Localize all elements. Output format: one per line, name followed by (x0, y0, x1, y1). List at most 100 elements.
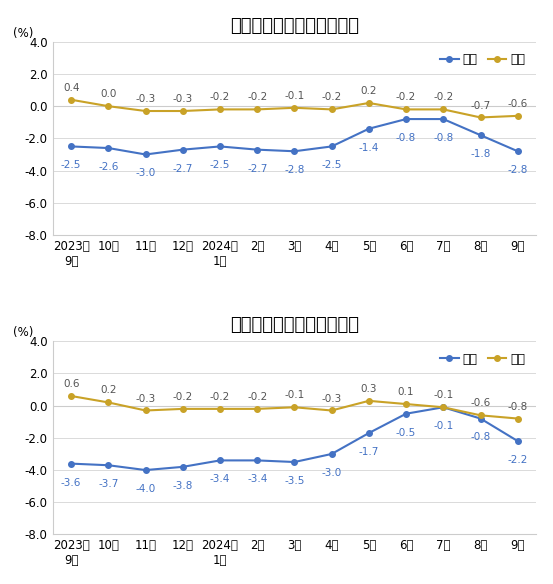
Text: 0.3: 0.3 (361, 384, 377, 394)
环比 (477, 114, 484, 121)
同比 (440, 116, 447, 123)
环比 (180, 405, 186, 412)
Text: -2.5: -2.5 (321, 161, 342, 171)
Text: -2.5: -2.5 (210, 161, 230, 171)
环比 (217, 106, 223, 113)
Text: -3.4: -3.4 (247, 474, 268, 484)
环比 (68, 96, 75, 103)
Text: -0.2: -0.2 (396, 92, 416, 102)
环比 (440, 106, 447, 113)
同比 (254, 146, 260, 153)
Text: -0.1: -0.1 (433, 390, 453, 400)
环比 (328, 407, 335, 414)
环比 (366, 397, 372, 404)
环比 (514, 112, 521, 119)
Text: 0.6: 0.6 (63, 379, 80, 389)
Title: 工业生产者出厂价格涨跌幅: 工业生产者出厂价格涨跌幅 (230, 17, 359, 34)
同比 (180, 463, 186, 470)
环比 (403, 106, 409, 113)
同比 (366, 125, 372, 132)
Text: -0.1: -0.1 (433, 421, 453, 431)
Text: -3.7: -3.7 (98, 479, 118, 489)
Line: 同比: 同比 (69, 116, 520, 157)
环比 (105, 399, 112, 406)
环比 (403, 401, 409, 408)
同比 (477, 415, 484, 422)
Text: -0.2: -0.2 (247, 92, 267, 102)
Text: -4.0: -4.0 (135, 484, 156, 494)
同比 (254, 457, 260, 464)
Text: 0.1: 0.1 (398, 387, 414, 397)
Text: -0.3: -0.3 (135, 94, 156, 104)
Text: -2.8: -2.8 (508, 165, 528, 175)
Text: -0.1: -0.1 (284, 91, 305, 101)
同比 (217, 457, 223, 464)
Text: -0.3: -0.3 (321, 394, 342, 404)
Legend: 同比, 环比: 同比, 环比 (435, 48, 530, 71)
Text: -0.1: -0.1 (284, 390, 305, 400)
Text: -0.2: -0.2 (247, 392, 267, 402)
Text: -1.8: -1.8 (471, 149, 491, 159)
Text: -0.2: -0.2 (210, 392, 230, 402)
Text: 0.2: 0.2 (100, 385, 117, 395)
环比 (328, 106, 335, 113)
Text: -3.6: -3.6 (61, 478, 81, 488)
Text: -0.2: -0.2 (210, 92, 230, 102)
同比 (366, 429, 372, 436)
同比 (514, 437, 521, 444)
同比 (514, 148, 521, 155)
Text: -0.7: -0.7 (471, 100, 491, 110)
Text: 0.0: 0.0 (100, 89, 117, 99)
环比 (217, 405, 223, 412)
Text: -3.8: -3.8 (173, 481, 193, 491)
Text: -3.0: -3.0 (321, 468, 342, 478)
同比 (477, 131, 484, 138)
环比 (440, 404, 447, 411)
Legend: 同比, 环比: 同比, 环比 (435, 347, 530, 370)
环比 (514, 415, 521, 422)
Text: -0.8: -0.8 (433, 133, 453, 143)
Y-axis label: (%): (%) (13, 326, 34, 339)
Text: 0.2: 0.2 (361, 86, 377, 96)
Text: -0.8: -0.8 (508, 402, 528, 412)
同比 (440, 404, 447, 411)
Text: -1.7: -1.7 (359, 447, 379, 457)
Text: -0.8: -0.8 (471, 432, 491, 443)
Text: -2.7: -2.7 (247, 164, 268, 173)
Text: -0.5: -0.5 (396, 427, 416, 437)
环比 (254, 106, 260, 113)
Text: -0.2: -0.2 (321, 92, 342, 102)
同比 (142, 151, 149, 158)
Text: -0.8: -0.8 (396, 133, 416, 143)
Text: 0.4: 0.4 (63, 83, 80, 93)
环比 (142, 407, 149, 414)
环比 (291, 404, 298, 411)
Text: -0.6: -0.6 (508, 99, 528, 109)
Text: -0.6: -0.6 (471, 398, 491, 408)
Line: 同比: 同比 (69, 405, 520, 473)
同比 (328, 450, 335, 457)
Text: -2.6: -2.6 (98, 162, 118, 172)
环比 (142, 107, 149, 114)
Text: -3.0: -3.0 (135, 168, 156, 178)
环比 (254, 405, 260, 412)
Text: -3.4: -3.4 (210, 474, 230, 484)
Line: 环比: 环比 (69, 97, 520, 120)
Y-axis label: (%): (%) (13, 27, 34, 40)
Line: 环比: 环比 (69, 393, 520, 421)
环比 (291, 105, 298, 112)
Text: -1.4: -1.4 (359, 142, 379, 152)
Text: -2.5: -2.5 (61, 161, 81, 171)
Text: -0.3: -0.3 (173, 94, 193, 104)
同比 (68, 460, 75, 467)
Text: -0.3: -0.3 (135, 394, 156, 404)
同比 (142, 467, 149, 474)
Text: -0.2: -0.2 (173, 392, 193, 402)
Title: 工业生产者购进价格涨跌幅: 工业生产者购进价格涨跌幅 (230, 316, 359, 334)
Text: -2.8: -2.8 (284, 165, 305, 175)
环比 (68, 392, 75, 399)
Text: -3.5: -3.5 (284, 476, 305, 486)
同比 (105, 462, 112, 469)
同比 (403, 410, 409, 417)
环比 (180, 107, 186, 114)
